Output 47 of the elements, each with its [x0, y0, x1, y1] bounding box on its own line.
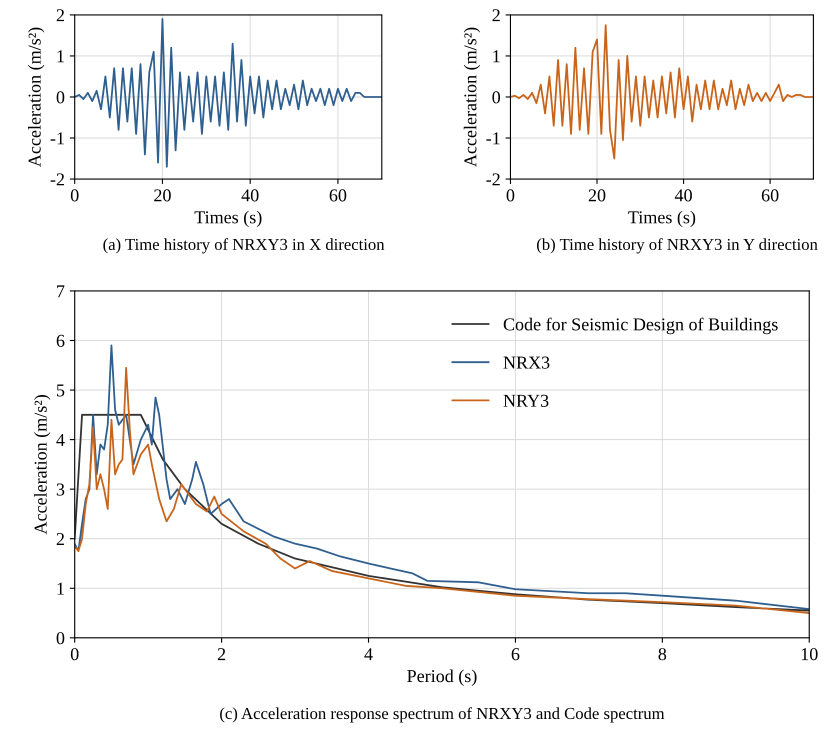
- text: (b) Time history of NRXY3 in Y direction: [536, 238, 818, 254]
- x-tick-label: 60: [762, 189, 778, 202]
- legend-label: Code for Seismic Design of Buildings: [504, 318, 778, 334]
- y-tick-label: 1: [58, 582, 64, 595]
- x-tick-label: 2: [218, 648, 226, 660]
- x-axis-title: Times (s): [194, 210, 262, 228]
- y-tick-label: -2: [486, 173, 500, 186]
- y-tick-label: 7: [57, 285, 64, 298]
- y-axis-title: Acceleration (m/s²): [28, 28, 44, 167]
- y-axis-title: Acceleration (m/s²): [464, 28, 480, 167]
- text: (a) Time history of NRXY3 in X direction: [103, 238, 384, 254]
- y-tick-label: 5: [57, 384, 64, 396]
- y-tick-label: -1: [50, 132, 64, 144]
- line-series: [510, 24, 814, 160]
- y-tick-label: 1: [493, 50, 500, 62]
- y-tick-label: 2: [56, 9, 64, 22]
- y-tick-label: 6: [56, 334, 64, 347]
- y-tick-label: 2: [56, 533, 64, 545]
- text: (c) Acceleration response spectrum of NRXY3 and Code spectrum: [220, 707, 664, 722]
- legend-label: NRX3: [503, 356, 550, 369]
- legend-label: NRY3: [503, 394, 548, 407]
- y-tick-label: 4: [56, 434, 65, 446]
- x-tick-label: 20: [154, 189, 171, 202]
- y-axis-title: Acceleration (m/s²): [34, 395, 50, 534]
- x-tick-label: 6: [512, 648, 520, 660]
- x-tick-label: 40: [674, 189, 692, 202]
- line-series: [74, 414, 810, 612]
- x-tick-label: 40: [242, 189, 259, 202]
- y-tick-label: 0: [56, 632, 64, 644]
- x-tick-label: 0: [506, 189, 514, 202]
- x-axis-title: Times (s): [628, 210, 696, 228]
- y-tick-label: 0: [56, 91, 64, 104]
- y-tick-label: 1: [58, 50, 64, 62]
- x-tick-label: 20: [588, 189, 606, 202]
- y-tick-label: 2: [492, 9, 500, 22]
- x-tick-label: 0: [70, 648, 79, 660]
- x-axis-title: Period (s): [407, 669, 477, 686]
- y-tick-label: -1: [486, 132, 500, 144]
- line-series: [74, 18, 382, 168]
- x-tick-label: 10: [802, 648, 818, 660]
- y-tick-label: 3: [56, 483, 64, 496]
- x-tick-label: 0: [70, 189, 79, 202]
- y-tick-label: -2: [50, 173, 64, 186]
- x-tick-label: 60: [330, 189, 346, 202]
- x-tick-label: 4: [364, 648, 373, 660]
- x-tick-label: 8: [658, 648, 666, 660]
- y-tick-label: 0: [492, 91, 500, 104]
